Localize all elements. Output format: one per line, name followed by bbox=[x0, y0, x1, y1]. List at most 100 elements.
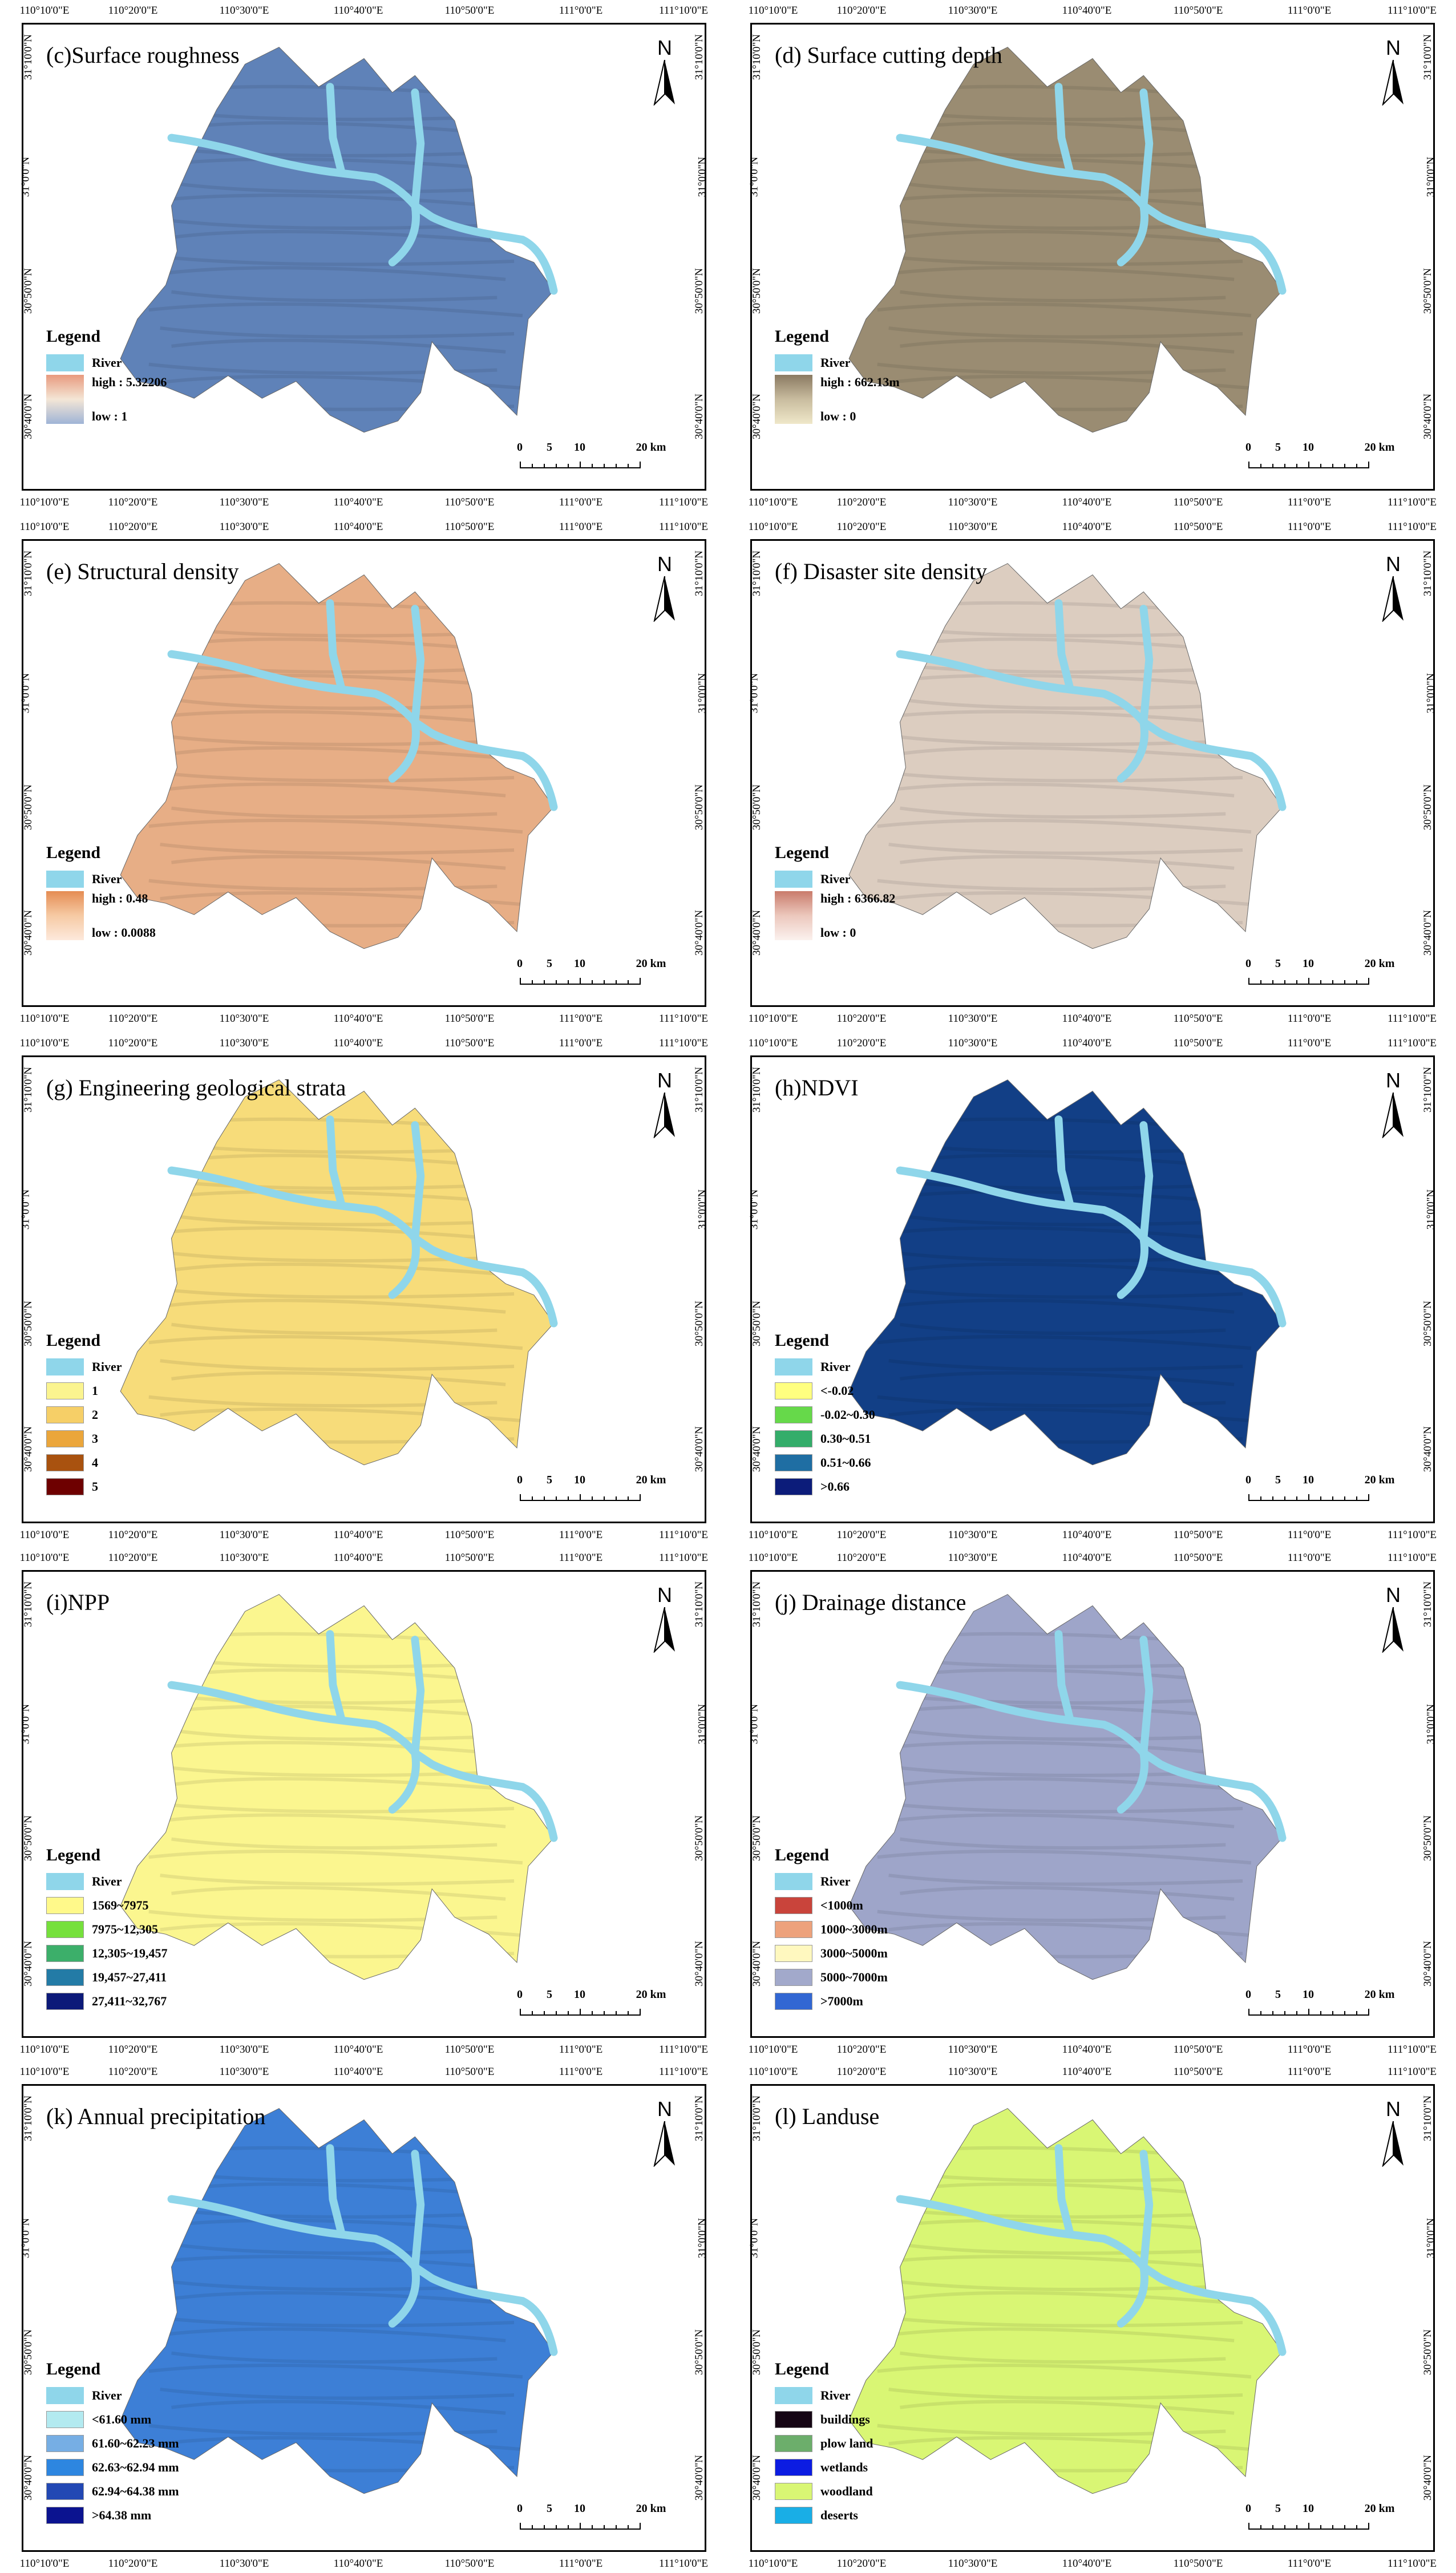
terrain-texture bbox=[877, 2363, 1252, 2379]
latitude-tick-label: 31°10'0"N bbox=[22, 551, 34, 596]
map-panel-h: (h)NDVI N Legend River <-0.02 -0.02~0.30 0.30~… bbox=[748, 1037, 1437, 1541]
terrain-texture bbox=[171, 1213, 515, 1227]
terrain-texture bbox=[171, 2400, 506, 2415]
terrain-texture bbox=[160, 326, 515, 339]
latitude-tick-label: 30°50'0"N bbox=[1422, 1301, 1434, 1346]
study-area-map bbox=[120, 2108, 558, 2494]
study-area-map bbox=[848, 2108, 1287, 2494]
legend-label: 0.51~0.66 bbox=[820, 1455, 871, 1470]
legend-label: woodland bbox=[820, 2484, 873, 2498]
scale-line bbox=[1248, 462, 1369, 468]
latitude-tick-label: 31°10'0"N bbox=[1422, 1581, 1434, 1627]
terrain-texture bbox=[900, 806, 1226, 819]
longitude-tick-label: 110°10'0"E bbox=[748, 2044, 798, 2056]
map-panel-g: (g) Engineering geological strata N Legend… bbox=[19, 1037, 708, 1541]
longitude-tick-label: 110°30'0"E bbox=[948, 1552, 998, 1564]
river-line bbox=[167, 2195, 558, 2356]
scale-label: 20 km bbox=[1364, 957, 1395, 970]
river-line bbox=[896, 1166, 1287, 1328]
longitude-tick-label: 110°10'0"E bbox=[748, 2558, 798, 2570]
latitude-tick-label: 30°40'0"N bbox=[751, 1426, 763, 1472]
scale-label: 20 km bbox=[636, 2502, 666, 2515]
terrain-texture bbox=[877, 302, 1252, 318]
longitude-tick-label: 110°50'0"E bbox=[1173, 1013, 1223, 1025]
longitude-tick-label: 110°30'0"E bbox=[948, 1037, 998, 1049]
longitude-tick-label: 110°30'0"E bbox=[948, 496, 998, 508]
longitude-tick-label: 110°30'0"E bbox=[219, 496, 269, 508]
latitude-tick-label: 31°10'0"N bbox=[22, 1067, 34, 1112]
legend-label: 3000~5000m bbox=[820, 1946, 888, 1960]
terrain-texture bbox=[160, 1813, 506, 1828]
legend-item: 1569~7975 bbox=[46, 1894, 167, 1917]
legend-label: >64.38 mm bbox=[92, 2508, 152, 2522]
legend-gradient: high : 662.13m low : 0 bbox=[775, 375, 900, 424]
terrain-texture bbox=[900, 1837, 1226, 1850]
terrain-texture bbox=[877, 1741, 1235, 1756]
terrain-texture bbox=[888, 2218, 1252, 2234]
river-line bbox=[1054, 83, 1154, 266]
terrain-texture bbox=[160, 217, 498, 230]
study-area-map bbox=[120, 47, 558, 433]
legend-swatch bbox=[775, 1921, 812, 1938]
study-area-map bbox=[120, 1594, 558, 1980]
gradient-ramp bbox=[46, 891, 84, 940]
legend-swatch bbox=[775, 1993, 812, 2010]
scale-label: 5 bbox=[1275, 1988, 1281, 2001]
legend-swatch bbox=[775, 2483, 812, 2500]
longitude-tick-label: 110°50'0"E bbox=[1173, 1037, 1223, 1049]
map-frame: (g) Engineering geological strata N Legend… bbox=[22, 1055, 706, 1523]
terrain-texture bbox=[888, 1359, 1243, 1372]
terrain-texture bbox=[877, 254, 1243, 266]
terrain-texture bbox=[900, 338, 1235, 354]
north-arrow-icon: N bbox=[648, 552, 682, 623]
scale-label: 0 bbox=[517, 957, 523, 970]
latitude-tick-label: 30°50'0"N bbox=[693, 1301, 705, 1346]
map-legend: Legend River high : 662.13m low : 0 bbox=[775, 327, 900, 424]
latitude-tick-label: 30°40'0"N bbox=[22, 1426, 34, 1472]
latitude-tick-label: 30°50'0"N bbox=[751, 1815, 763, 1861]
terrain-texture bbox=[877, 1801, 1243, 1814]
legend-swatch bbox=[46, 1406, 84, 1423]
scale-label: 0 bbox=[517, 441, 523, 454]
north-arrow-icon: N bbox=[1376, 1583, 1410, 1654]
terrain-texture bbox=[877, 818, 1252, 834]
terrain-texture bbox=[900, 2351, 1226, 2364]
longitude-tick-label: 111°0'0"E bbox=[559, 1013, 603, 1025]
longitude-tick-label: 110°10'0"E bbox=[19, 1013, 70, 1025]
scale-bar: 0 5 10 20 km bbox=[1245, 957, 1394, 992]
latitude-tick-label: 31°10'0"N bbox=[751, 34, 763, 80]
scale-label: 0 bbox=[1245, 957, 1251, 970]
longitude-tick-label: 111°10'0"E bbox=[659, 2044, 708, 2056]
legend-swatch bbox=[775, 2387, 812, 2404]
map-legend: Legend River high : 5.32206 low : 1 bbox=[46, 327, 167, 424]
river-line bbox=[896, 133, 1287, 295]
legend-swatch bbox=[46, 1358, 84, 1375]
terrain-texture bbox=[877, 1334, 1252, 1350]
terrain-texture bbox=[900, 1322, 1226, 1336]
study-area-map bbox=[848, 1594, 1287, 1980]
terrain-texture bbox=[160, 782, 506, 798]
terrain-texture bbox=[877, 1226, 1235, 1241]
longitude-tick-label: 110°20'0"E bbox=[108, 2066, 158, 2078]
scale-label: 5 bbox=[1275, 2502, 1281, 2515]
latitude-tick-label: 31°0'0"N bbox=[19, 1704, 32, 1745]
terrain-texture bbox=[888, 1190, 1252, 1205]
scale-line bbox=[1248, 1494, 1369, 1501]
terrain-texture bbox=[148, 1334, 523, 1350]
scale-label: 10 bbox=[1303, 2502, 1314, 2515]
river-line bbox=[896, 1681, 1287, 1842]
river-line bbox=[326, 599, 425, 783]
terrain-texture bbox=[160, 1190, 523, 1205]
legend-label: River bbox=[92, 355, 122, 370]
scale-label: 20 km bbox=[636, 1988, 666, 2001]
legend-item-river: River bbox=[775, 351, 900, 375]
legend-swatch bbox=[775, 871, 812, 888]
terrain-texture bbox=[148, 1741, 506, 1756]
longitude-tick-label: 110°50'0"E bbox=[444, 1552, 495, 1564]
north-label: N bbox=[657, 36, 672, 59]
map-frame: (l) Landuse N Legend River buildings plow lan… bbox=[750, 2084, 1435, 2552]
longitude-tick-label: 110°20'0"E bbox=[836, 2066, 887, 2078]
legend-swatch bbox=[775, 1478, 812, 1495]
terrain-texture bbox=[148, 302, 523, 318]
terrain-texture bbox=[171, 746, 523, 762]
